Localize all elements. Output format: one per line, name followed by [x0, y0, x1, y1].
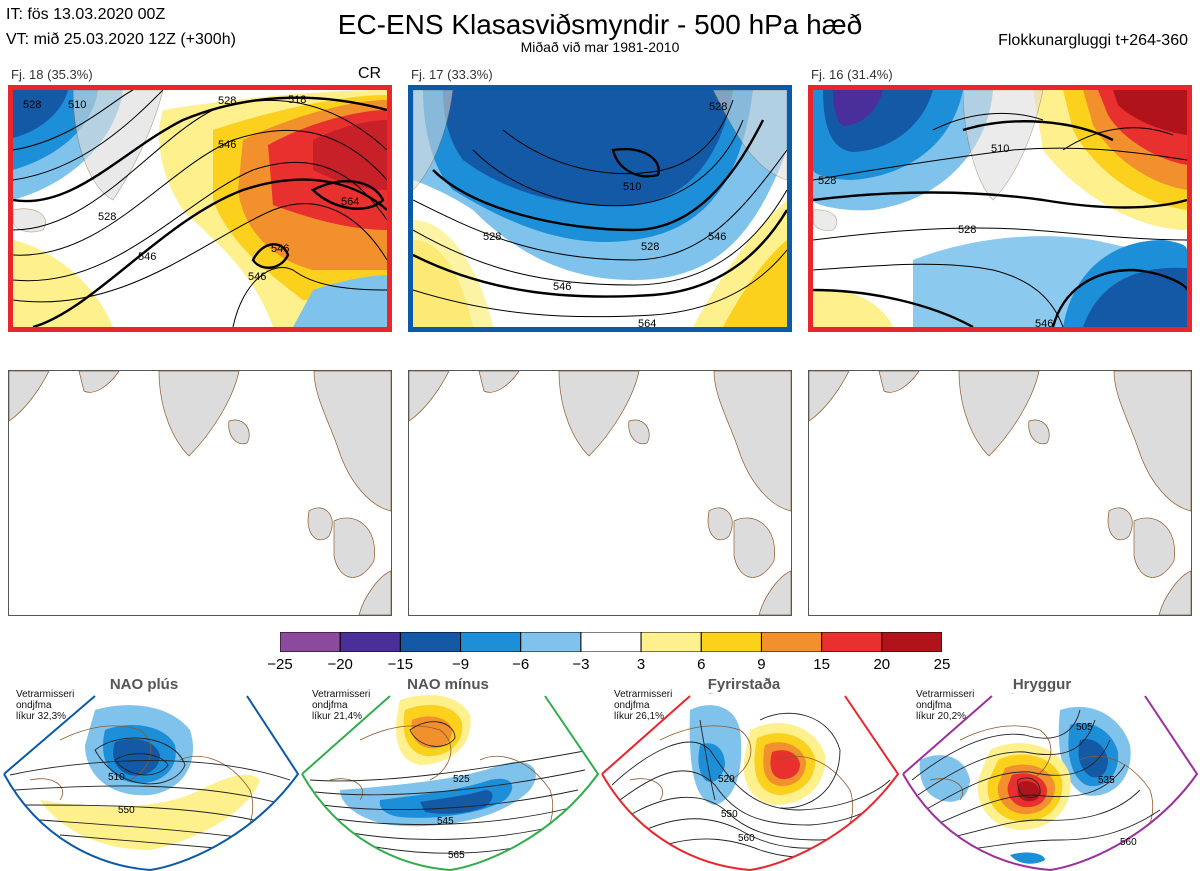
regime-contour-label: 510 [108, 772, 125, 783]
contour-label: 546 [708, 231, 726, 243]
contour-label: 546 [218, 139, 236, 151]
valid-time: VT: mið 25.03.2020 12Z (+300h) [6, 31, 236, 48]
regime-contour-label: 505 [1076, 722, 1093, 733]
regime-1-note: Vetrarmisseri ondjfma líkur 32,3% [16, 689, 75, 722]
colorbar-segment [700, 631, 762, 653]
cluster-3-map[interactable]: 510 528 546 528 [808, 85, 1192, 332]
colorbar [279, 631, 943, 653]
colorbar-segment [580, 631, 642, 653]
contour-label: 528 [709, 101, 727, 113]
contour-label: 528 [818, 175, 836, 187]
init-time: IT: fös 13.03.2020 00Z [6, 6, 166, 23]
regime-contour-label: 560 [1120, 837, 1137, 848]
colorbar-segment [520, 631, 582, 653]
regime-4-name: Hryggur [1012, 676, 1072, 693]
colorbar-tick-label: 3 [636, 656, 646, 673]
regime-contour-label: 560 [738, 833, 755, 844]
contour-label: 518 [288, 94, 306, 106]
regime-1-map: 510 550 [3, 691, 300, 871]
colorbar-segment [460, 631, 522, 653]
colorbar-segment [881, 631, 943, 653]
cluster-2-map[interactable]: 528 510 528 546 546 564 528 [408, 85, 792, 332]
contour-label: 546 [1035, 318, 1053, 327]
contour-label: 528 [218, 95, 236, 107]
colorbar-tick-label: −9 [451, 656, 470, 673]
colorbar-tick-label: −15 [387, 656, 414, 673]
cluster-1-map[interactable]: 528 510 528 518 546 564 528 546 546 546 [8, 85, 392, 332]
regime-contour-label: 525 [453, 774, 470, 785]
contour-label: 528 [641, 241, 659, 253]
page-subtitle: Miðað við mar 1981-2010 [520, 39, 680, 55]
colorbar-segment [760, 631, 823, 653]
regime-4-note: Vetrarmisseri ondjfma líkur 20,2% [916, 689, 975, 722]
contour-label: 528 [23, 99, 41, 111]
cluster-2-label: Fj. 17 (33.3%) [411, 67, 493, 82]
regime-2-map: 525 545 565 [301, 691, 600, 871]
contour-label: 546 [248, 271, 266, 283]
regime-4-map: 505 535 560 [902, 691, 1199, 871]
contour-label: 546 [553, 281, 571, 293]
regime-1-name: NAO plús [109, 676, 179, 693]
contour-label: 564 [638, 318, 656, 327]
base-map-1[interactable] [8, 370, 392, 616]
base-map-3[interactable] [808, 370, 1192, 616]
regime-contour-label: 545 [437, 816, 454, 827]
colorbar-tick-label: 25 [933, 656, 951, 673]
contour-label: 564 [341, 196, 359, 208]
regime-contour-label: 565 [448, 850, 465, 861]
colorbar-segment [279, 631, 341, 653]
contour-label: 528 [483, 231, 501, 243]
regime-maps[interactable]: 510 550 [0, 690, 1200, 871]
regime-3-note: Vetrarmisseri ondjfma líkur 26,1% [614, 689, 673, 722]
colorbar-segment [821, 631, 883, 653]
classification-window: Flokkunargluggi t+264-360 [998, 32, 1188, 49]
cluster-1-tag: CR [358, 65, 382, 82]
cluster-1-label: Fj. 18 (35.3%) [11, 67, 93, 82]
contour-label: 546 [138, 251, 156, 263]
colorbar-segment [640, 631, 702, 653]
contour-label: 510 [623, 181, 641, 193]
cluster-3-label: Fj. 16 (31.4%) [811, 67, 893, 82]
contour-label: 510 [68, 99, 86, 111]
regime-3-name: Fyrirstaða [707, 676, 781, 693]
contour-label: 510 [991, 143, 1009, 155]
base-map-2[interactable] [408, 370, 792, 616]
contour-label: 546 [271, 243, 289, 255]
colorbar-tick-label: 15 [813, 656, 830, 673]
page-title: EC-ENS Klasasviðsmyndir - 500 hPa hæð [337, 9, 863, 40]
regime-contour-label: 550 [118, 805, 135, 816]
colorbar-tick-label: −3 [572, 656, 590, 673]
regime-2-name: NAO mínus [407, 676, 489, 693]
colorbar-segment [339, 631, 401, 653]
regime-2-note: Vetrarmisseri ondjfma líkur 21,4% [312, 689, 371, 722]
regime-3-map: 520 550 560 [601, 691, 900, 871]
colorbar-tick-label: −20 [327, 656, 353, 673]
contour-label: 528 [958, 224, 976, 236]
regime-contour-label: 535 [1098, 775, 1115, 786]
contour-label: 528 [98, 211, 116, 223]
colorbar-tick-label: 6 [697, 656, 706, 673]
colorbar-tick-label: 9 [757, 656, 766, 673]
colorbar-segment [399, 631, 462, 653]
colorbar-tick-label: −6 [512, 656, 530, 673]
colorbar-tick-label: −25 [267, 656, 293, 673]
colorbar-tick-label: 20 [873, 656, 891, 673]
regime-contour-label: 520 [718, 774, 735, 785]
regime-contour-label: 550 [721, 809, 738, 820]
